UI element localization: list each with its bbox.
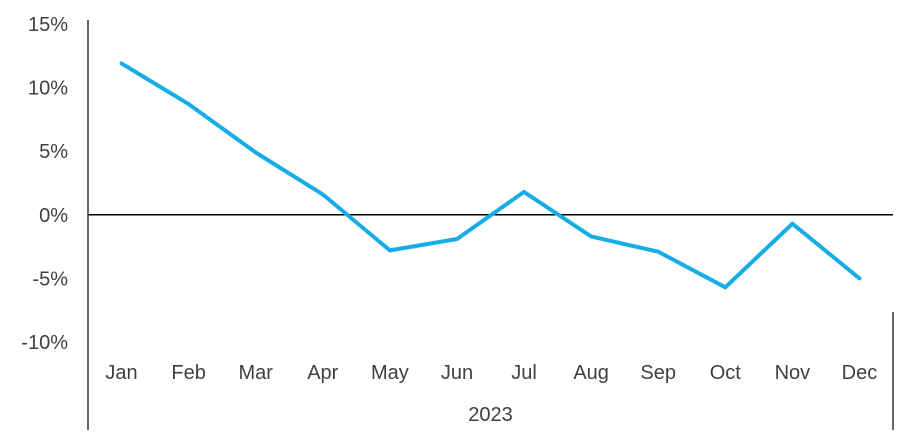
y-tick-label: -10% [21,332,68,354]
y-tick-label: -5% [32,268,68,290]
data-point [119,61,124,66]
data-point [387,248,392,253]
y-axis: -10% -5% 0% 5% 10% 15% [21,14,68,354]
data-point [454,236,459,241]
x-tick-label: Sep [640,362,676,384]
x-tick-label: Jun [441,362,473,384]
y-tick-label: 0% [39,205,68,227]
data-point [857,276,862,281]
data-point [186,102,191,107]
series-layer [119,61,862,290]
data-point [589,234,594,239]
data-point [790,221,795,226]
x-tick-label: Aug [573,362,609,384]
x-tick-label: Jul [511,362,537,384]
x-tick-label: May [371,362,409,384]
data-point [320,192,325,197]
data-point [253,150,258,155]
x-tick-label: Dec [842,362,878,384]
x-tick-label: Apr [307,362,338,384]
y-tick-label: 15% [28,14,68,36]
y-tick-label: 5% [39,141,68,163]
axis-frame [87,20,894,430]
y-tick-label: 10% [28,78,68,100]
x-tick-label: Nov [775,362,811,384]
x-tick-label: Mar [238,362,273,384]
data-point [522,189,527,194]
x-axis: Jan Feb Mar Apr May Jun Jul Aug Sep Oct Nov Dec 2023 [105,362,877,426]
x-group-label: 2023 [468,404,513,426]
data-point [723,285,728,290]
series-line [120,61,861,290]
x-tick-label: Jan [105,362,137,384]
data-point [656,249,661,254]
x-tick-label: Feb [171,362,205,384]
x-tick-label: Oct [710,362,742,384]
